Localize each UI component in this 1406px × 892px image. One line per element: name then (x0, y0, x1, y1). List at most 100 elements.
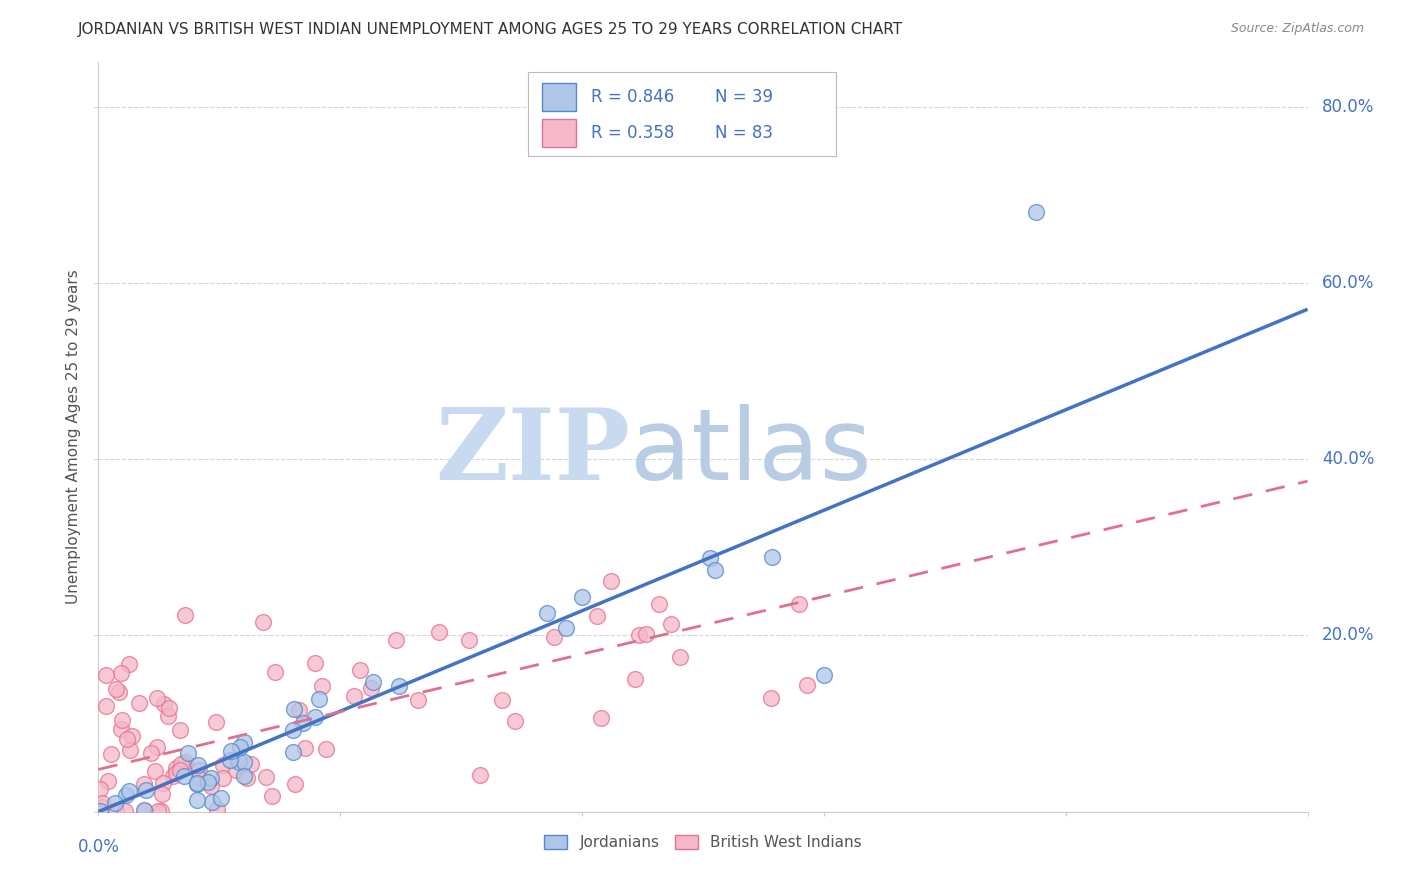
Text: R = 0.846: R = 0.846 (591, 88, 673, 106)
Point (121, 730, 143, 744)
Point (704, 563, 727, 577)
Point (200, 780, 222, 794)
Point (600, 574, 623, 589)
Point (543, 630, 565, 644)
Point (186, 793, 208, 807)
Point (491, 693, 513, 707)
Point (186, 776, 208, 790)
Point (212, 772, 235, 786)
Point (103, 796, 125, 810)
Point (152, 698, 174, 712)
Point (661, 616, 683, 631)
Point (89, 782, 111, 797)
Point (100, 747, 122, 762)
Point (143, 764, 166, 778)
Point (349, 663, 371, 677)
Point (304, 710, 326, 724)
Point (157, 709, 180, 723)
Point (105, 803, 128, 817)
Point (254, 771, 277, 785)
Point (177, 746, 200, 760)
Point (229, 739, 252, 754)
Point (636, 626, 658, 640)
Point (186, 777, 208, 791)
Point (284, 777, 307, 791)
Point (104, 682, 127, 697)
Point (233, 769, 256, 783)
Point (759, 691, 782, 706)
Point (264, 665, 287, 679)
Point (294, 740, 316, 755)
Point (150, 787, 173, 801)
Point (173, 755, 195, 769)
Point (219, 753, 242, 767)
Point (157, 701, 180, 715)
Point (283, 723, 305, 738)
Text: N = 83: N = 83 (716, 124, 773, 142)
Point (292, 715, 315, 730)
Text: R = 0.358: R = 0.358 (591, 124, 673, 142)
Point (343, 689, 366, 703)
Point (205, 714, 228, 729)
Point (110, 722, 132, 736)
Point (135, 783, 157, 797)
Point (209, 791, 232, 805)
Point (197, 774, 219, 789)
Point (205, 802, 228, 816)
Point (304, 656, 326, 670)
Point (118, 657, 141, 672)
Text: 60.0%: 60.0% (1322, 274, 1375, 292)
Point (308, 691, 330, 706)
Point (187, 758, 209, 772)
Text: atlas: atlas (630, 403, 872, 500)
Point (173, 769, 195, 783)
Point (146, 739, 169, 754)
Point (114, 804, 136, 818)
Point (591, 711, 613, 725)
Point (211, 758, 233, 772)
Point (288, 703, 311, 717)
Point (201, 795, 224, 809)
Point (624, 672, 647, 686)
Point (468, 768, 491, 782)
Text: Source: ZipAtlas.com: Source: ZipAtlas.com (1230, 22, 1364, 36)
Point (283, 702, 305, 716)
Point (648, 597, 671, 611)
Point (232, 735, 254, 749)
Point (97, 774, 120, 789)
Point (169, 723, 191, 737)
Point (360, 681, 382, 695)
Point (128, 696, 150, 710)
Point (89, 804, 111, 818)
Point (669, 649, 692, 664)
Point (134, 804, 156, 818)
Point (503, 714, 526, 728)
Point (115, 789, 138, 803)
Point (162, 769, 184, 783)
Text: 0.0%: 0.0% (77, 838, 120, 856)
Point (384, 632, 406, 647)
Point (813, 668, 835, 682)
Point (252, 615, 274, 629)
Point (311, 679, 333, 693)
Point (406, 693, 429, 707)
Point (571, 590, 593, 604)
Text: 40.0%: 40.0% (1322, 450, 1375, 468)
Point (132, 777, 155, 791)
Point (555, 621, 578, 635)
Point (361, 674, 384, 689)
Point (111, 713, 134, 727)
Legend: Jordanians, British West Indians: Jordanians, British West Indians (538, 830, 868, 856)
Point (91, 797, 114, 811)
Point (187, 763, 209, 777)
Text: ZIP: ZIP (436, 403, 630, 500)
Text: JORDANIAN VS BRITISH WEST INDIAN UNEMPLOYMENT AMONG AGES 25 TO 29 YEARS CORRELAT: JORDANIAN VS BRITISH WEST INDIAN UNEMPLO… (77, 22, 903, 37)
Point (458, 632, 481, 647)
Point (174, 608, 197, 623)
Point (1024, 205, 1046, 219)
Point (149, 804, 172, 818)
Point (260, 789, 283, 803)
Point (141, 747, 163, 761)
Point (152, 776, 174, 790)
Point (699, 550, 721, 565)
